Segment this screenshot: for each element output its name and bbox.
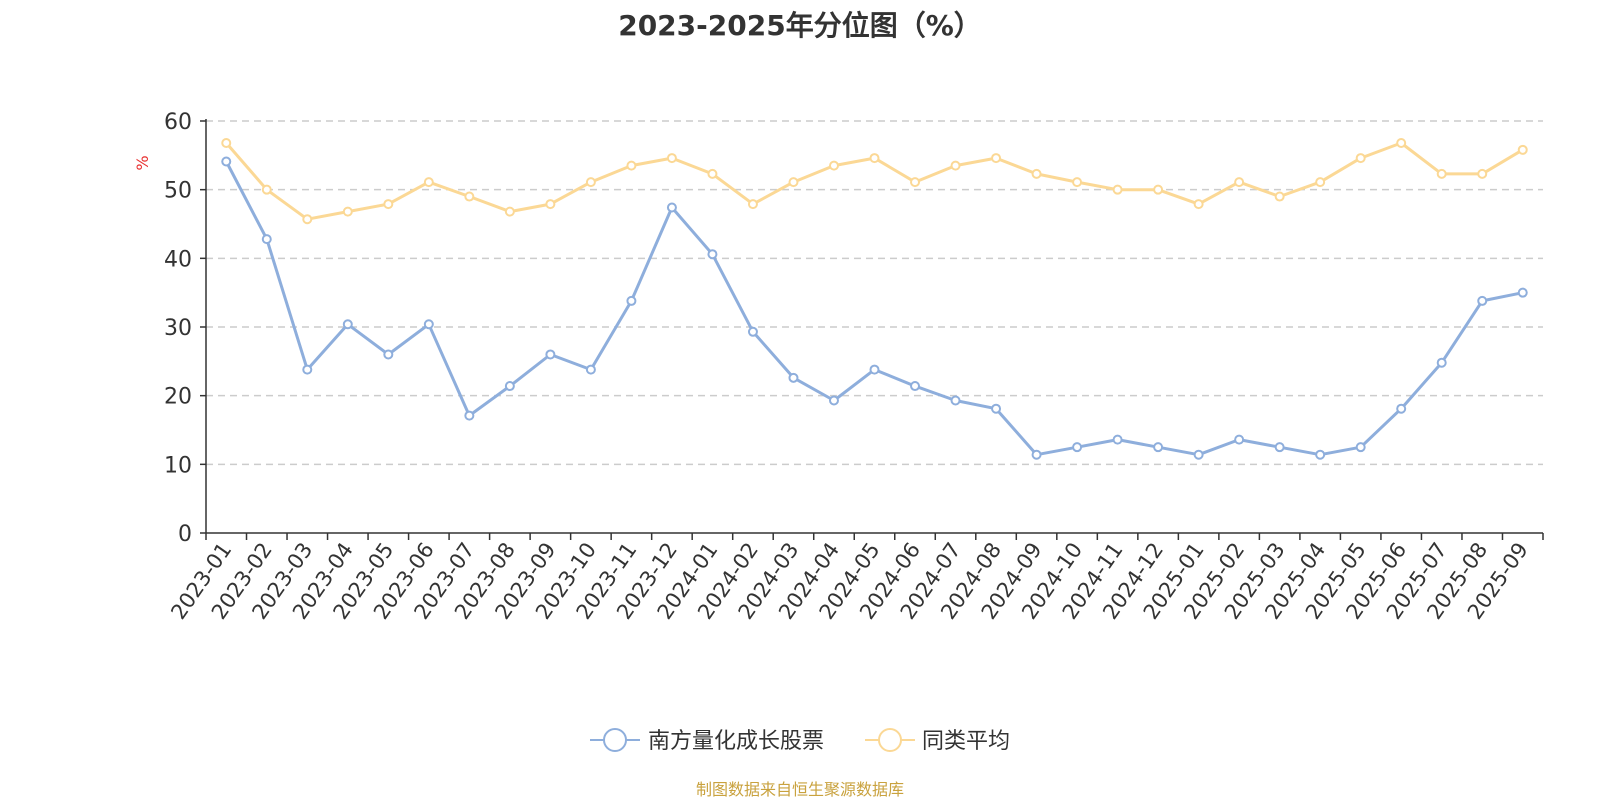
data-point-series-2 bbox=[1436, 168, 1447, 179]
data-point-series-2 bbox=[1193, 199, 1204, 210]
data-point-series-1 bbox=[1193, 449, 1204, 460]
legend-label: 南方量化成长股票 bbox=[648, 729, 824, 754]
data-point-series-1 bbox=[1031, 449, 1042, 460]
data-point-series-2 bbox=[788, 177, 799, 188]
data-point-series-1 bbox=[1436, 357, 1447, 368]
chart-title: 2023-2025年分位图（%） bbox=[618, 9, 982, 42]
data-point-series-2 bbox=[1315, 177, 1326, 188]
source-note: 制图数据来自恒生聚源数据库 bbox=[695, 780, 904, 799]
data-point-series-1 bbox=[1072, 442, 1083, 453]
data-point-series-2 bbox=[1396, 137, 1407, 148]
data-point-series-1 bbox=[991, 403, 1002, 414]
y-tick-label: 20 bbox=[164, 385, 192, 410]
data-point-series-1 bbox=[1153, 442, 1164, 453]
data-point-series-1 bbox=[464, 410, 475, 421]
data-point-series-2 bbox=[1153, 184, 1164, 195]
data-point-series-2 bbox=[545, 199, 556, 210]
data-point-series-2 bbox=[747, 199, 758, 210]
y-tick-label: 40 bbox=[164, 247, 192, 272]
data-point-series-2 bbox=[221, 137, 232, 148]
y-tick-label: 50 bbox=[164, 179, 192, 204]
data-point-series-1 bbox=[1517, 287, 1528, 298]
data-point-series-2 bbox=[1234, 177, 1245, 188]
y-tick-label: 60 bbox=[164, 110, 192, 135]
data-point-series-1 bbox=[626, 295, 637, 306]
data-point-series-1 bbox=[585, 364, 596, 375]
data-point-series-1 bbox=[747, 326, 758, 337]
data-point-series-1 bbox=[1315, 449, 1326, 460]
y-axis-label: % bbox=[133, 155, 152, 170]
legend-label: 同类平均 bbox=[922, 729, 1010, 754]
data-point-series-2 bbox=[869, 153, 880, 164]
data-point-series-1 bbox=[545, 349, 556, 360]
data-point-series-2 bbox=[1477, 168, 1488, 179]
data-point-series-2 bbox=[585, 177, 596, 188]
data-point-series-2 bbox=[707, 168, 718, 179]
data-point-series-1 bbox=[423, 319, 434, 330]
data-point-series-1 bbox=[1274, 442, 1285, 453]
data-point-series-2 bbox=[828, 160, 839, 171]
data-point-series-1 bbox=[950, 395, 961, 406]
y-tick-label: 10 bbox=[164, 453, 192, 478]
data-point-series-2 bbox=[464, 191, 475, 202]
data-point-series-1 bbox=[869, 364, 880, 375]
data-point-series-1 bbox=[1234, 434, 1245, 445]
legend-marker bbox=[878, 728, 902, 752]
data-point-series-1 bbox=[1355, 442, 1366, 453]
data-point-series-1 bbox=[342, 319, 353, 330]
data-point-series-1 bbox=[504, 381, 515, 392]
data-point-series-2 bbox=[423, 177, 434, 188]
legend-marker bbox=[603, 728, 627, 752]
data-point-series-2 bbox=[1355, 153, 1366, 164]
data-point-series-1 bbox=[261, 234, 272, 245]
data-point-series-1 bbox=[828, 395, 839, 406]
data-point-series-2 bbox=[1072, 177, 1083, 188]
data-point-series-2 bbox=[302, 214, 313, 225]
data-point-series-1 bbox=[1396, 403, 1407, 414]
data-point-series-1 bbox=[1477, 295, 1488, 306]
data-point-series-2 bbox=[383, 199, 394, 210]
y-tick-label: 0 bbox=[178, 522, 192, 547]
y-tick-label: 30 bbox=[164, 316, 192, 341]
series-line-1 bbox=[224, 160, 1523, 457]
data-point-series-2 bbox=[504, 206, 515, 217]
data-point-series-2 bbox=[666, 153, 677, 164]
data-point-series-2 bbox=[950, 160, 961, 171]
data-point-series-1 bbox=[666, 202, 677, 213]
data-point-series-1 bbox=[383, 349, 394, 360]
data-point-series-2 bbox=[1031, 168, 1042, 179]
data-point-series-1 bbox=[221, 156, 232, 167]
data-point-series-2 bbox=[910, 177, 921, 188]
data-point-series-2 bbox=[1274, 191, 1285, 202]
data-point-series-2 bbox=[1112, 184, 1123, 195]
data-point-series-2 bbox=[626, 160, 637, 171]
data-point-series-1 bbox=[707, 249, 718, 260]
data-point-series-1 bbox=[910, 381, 921, 392]
data-point-series-1 bbox=[788, 372, 799, 383]
data-point-series-1 bbox=[302, 364, 313, 375]
data-point-series-2 bbox=[342, 206, 353, 217]
data-point-series-1 bbox=[1112, 434, 1123, 445]
data-point-series-2 bbox=[1517, 144, 1528, 155]
data-point-series-2 bbox=[261, 184, 272, 195]
data-point-series-2 bbox=[991, 153, 1002, 164]
